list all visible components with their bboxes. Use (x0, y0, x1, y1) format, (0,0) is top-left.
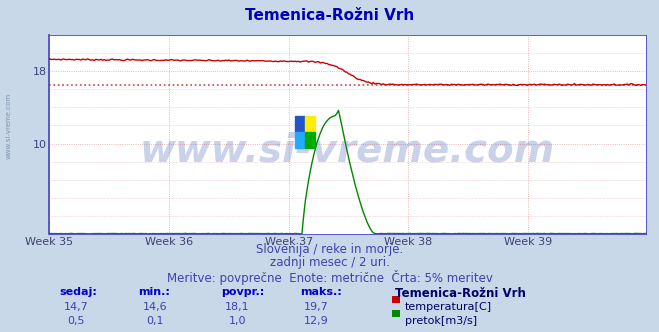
Text: 14,6: 14,6 (142, 302, 167, 312)
Text: maks.:: maks.: (300, 287, 341, 297)
Text: Temenica-Rožni Vrh: Temenica-Rožni Vrh (395, 287, 527, 300)
Text: 1,0: 1,0 (229, 316, 246, 326)
Text: 18,1: 18,1 (225, 302, 250, 312)
Text: 14,7: 14,7 (63, 302, 88, 312)
Text: 12,9: 12,9 (304, 316, 329, 326)
Text: min.:: min.: (138, 287, 170, 297)
Text: pretok[m3/s]: pretok[m3/s] (405, 316, 476, 326)
Text: zadnji mesec / 2 uri.: zadnji mesec / 2 uri. (270, 256, 389, 269)
Text: temperatura[C]: temperatura[C] (405, 302, 492, 312)
Text: Meritve: povprečne  Enote: metrične  Črta: 5% meritev: Meritve: povprečne Enote: metrične Črta:… (167, 270, 492, 285)
Text: povpr.:: povpr.: (221, 287, 264, 297)
Bar (305, 132, 315, 148)
Bar (305, 116, 315, 132)
Text: 0,5: 0,5 (67, 316, 84, 326)
Text: sedaj:: sedaj: (59, 287, 97, 297)
Bar (295, 132, 305, 148)
Text: www.si-vreme.com: www.si-vreme.com (140, 131, 556, 169)
Text: Slovenija / reke in morje.: Slovenija / reke in morje. (256, 243, 403, 256)
Text: 0,1: 0,1 (146, 316, 163, 326)
Text: www.si-vreme.com: www.si-vreme.com (5, 93, 11, 159)
Text: Temenica-Rožni Vrh: Temenica-Rožni Vrh (245, 8, 414, 23)
Bar (295, 116, 305, 132)
Text: 19,7: 19,7 (304, 302, 329, 312)
